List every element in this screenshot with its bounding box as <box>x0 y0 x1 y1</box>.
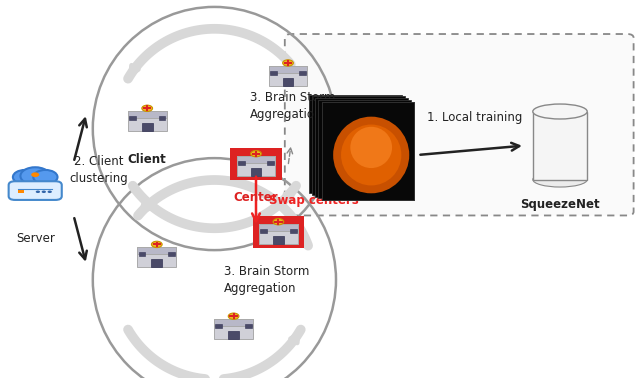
FancyBboxPatch shape <box>9 181 62 200</box>
Text: 1. Local training: 1. Local training <box>428 111 523 124</box>
Bar <box>273 236 284 245</box>
Ellipse shape <box>341 124 401 186</box>
Bar <box>128 111 166 118</box>
FancyBboxPatch shape <box>285 34 634 215</box>
Circle shape <box>33 170 58 184</box>
Bar <box>245 324 252 328</box>
Text: 3. Brain Storm
Aggregation: 3. Brain Storm Aggregation <box>224 265 309 295</box>
Bar <box>129 116 136 120</box>
Bar <box>17 175 54 180</box>
Bar <box>269 65 307 86</box>
Bar <box>260 229 267 233</box>
Bar <box>319 100 412 198</box>
Bar <box>268 161 274 165</box>
Circle shape <box>152 241 162 248</box>
Bar <box>230 148 282 180</box>
Circle shape <box>142 105 152 112</box>
Bar <box>532 112 588 180</box>
Text: Server: Server <box>16 232 54 245</box>
Circle shape <box>31 172 39 177</box>
Bar <box>250 168 262 177</box>
Bar <box>141 123 153 131</box>
Text: Swap centers: Swap centers <box>269 194 358 207</box>
Bar <box>270 71 276 74</box>
Ellipse shape <box>532 104 588 119</box>
Circle shape <box>42 191 46 193</box>
Circle shape <box>36 191 40 193</box>
Bar <box>312 96 404 195</box>
Text: 3. Brain Storm
Aggregation: 3. Brain Storm Aggregation <box>250 91 335 121</box>
Bar <box>321 102 415 200</box>
Bar <box>159 116 165 120</box>
Bar <box>214 319 253 326</box>
Circle shape <box>47 191 52 193</box>
Bar <box>138 247 176 254</box>
Bar <box>300 71 306 74</box>
Bar <box>237 156 275 177</box>
Bar <box>269 65 307 73</box>
Circle shape <box>283 60 293 66</box>
Bar <box>216 324 222 328</box>
Bar <box>315 98 408 197</box>
Ellipse shape <box>333 117 409 193</box>
Circle shape <box>13 170 37 184</box>
Bar <box>228 331 239 339</box>
Bar <box>214 319 253 339</box>
Ellipse shape <box>350 127 392 168</box>
Bar <box>128 111 166 131</box>
Bar <box>321 102 415 200</box>
Circle shape <box>20 167 50 185</box>
Bar <box>259 224 298 231</box>
Bar <box>139 252 145 256</box>
Bar <box>290 229 296 233</box>
Bar <box>253 216 304 248</box>
Bar <box>237 156 275 163</box>
Circle shape <box>251 150 261 157</box>
Text: 2. Client
clustering: 2. Client clustering <box>70 155 129 185</box>
Text: Center: Center <box>234 191 278 204</box>
Bar <box>138 247 176 267</box>
Bar <box>151 259 163 267</box>
Bar <box>238 161 244 165</box>
Circle shape <box>228 313 239 319</box>
Bar <box>18 190 24 194</box>
Bar <box>282 77 294 86</box>
Ellipse shape <box>532 172 588 187</box>
Bar <box>168 252 175 256</box>
Bar <box>308 94 402 193</box>
Text: SqueezeNet: SqueezeNet <box>520 198 600 211</box>
Circle shape <box>273 218 284 225</box>
Text: Client: Client <box>128 153 166 166</box>
Bar <box>259 224 298 245</box>
